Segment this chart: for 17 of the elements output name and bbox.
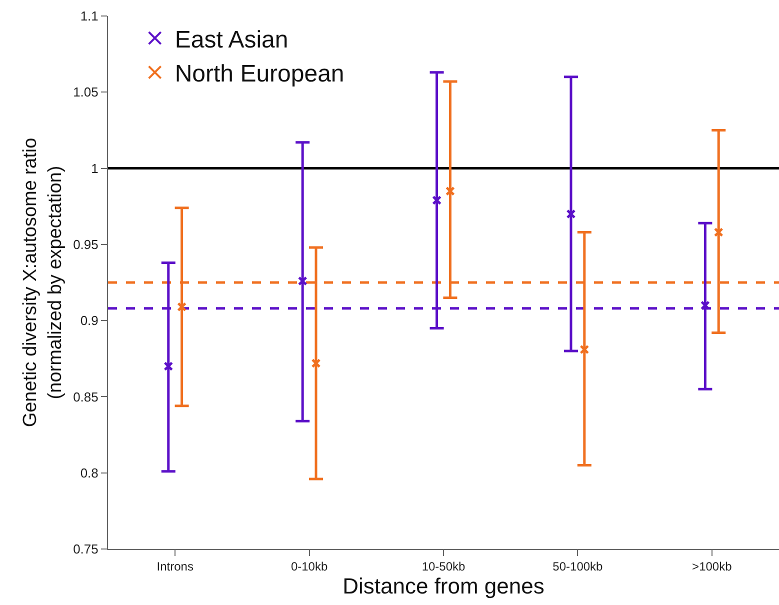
legend-label: North European [174,60,344,88]
y-tick-label: 0.95 [73,236,98,252]
y-tick-label: 1 [91,160,98,176]
y-tick-label: 0.85 [73,389,98,404]
x-axis-title: Distance from genes [342,573,544,598]
y-tick-label: 0.9 [80,313,98,328]
y-tick-label: 0.8 [80,465,98,480]
y-axis-title: Genetic diversity X:autosome ratio (normalized by expectation) [20,138,66,428]
y-tick-label: 0.75 [73,542,98,557]
y-tick-label: 1.05 [73,84,98,100]
x-tick-label: 0-10kb [290,559,328,574]
x-tick-label: >100kb [692,559,732,574]
x-tick-label: 50-100kb [552,559,604,574]
y-tick-label: 1.1 [80,8,98,24]
x-tick-label: 10-50kb [422,559,466,574]
x-tick-label: Introns [156,559,194,574]
legend-label: East Asian [174,26,288,54]
